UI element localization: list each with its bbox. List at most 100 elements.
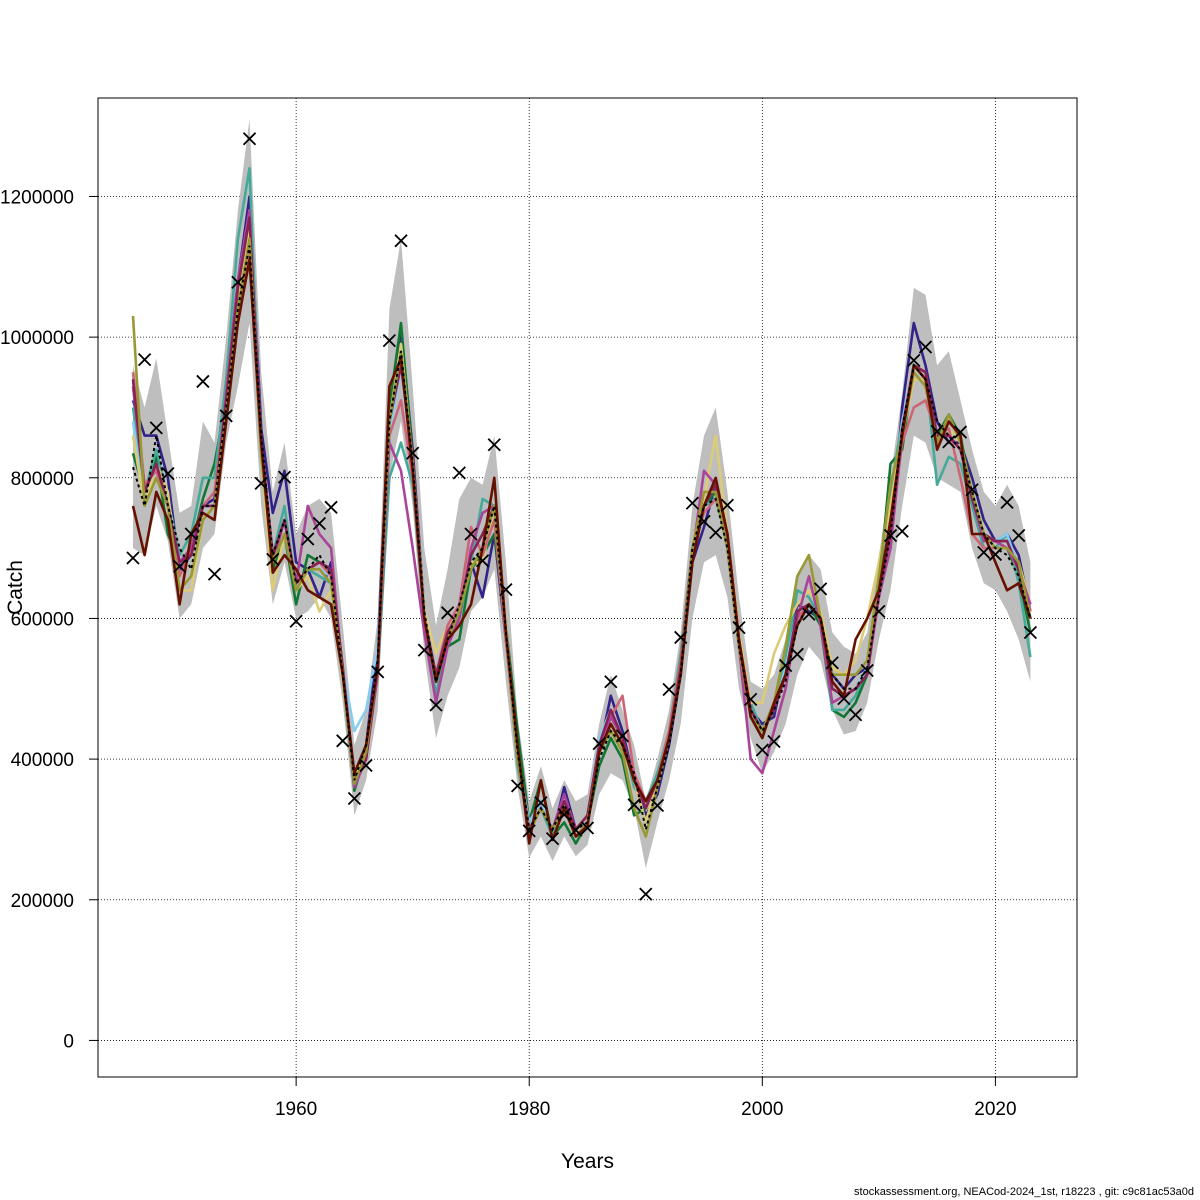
observed-point [406,446,420,460]
observed-point [394,234,408,248]
estimate-line-path [132,245,1032,833]
observed-point [580,821,595,835]
observed-point [744,692,758,706]
observed-point [557,808,571,822]
observed-point [627,798,641,812]
observed-point [487,438,501,452]
observed-point [778,658,793,673]
x-tick-label: 2020 [974,1099,1016,1120]
observed-point [242,132,257,146]
observed-point [196,374,210,389]
series-line-10 [131,258,1032,845]
observed-point [615,729,630,743]
observed-point [336,734,350,748]
axis-ticks: 1960 1980 2000 2020 0 200000 400000 600000 80000… [0,187,1017,1120]
observed-point [277,470,292,484]
observed-point [662,682,676,697]
observed-point [813,582,828,596]
y-tick-label: 0 [63,1031,74,1052]
observed-point [499,582,513,597]
observed-point [709,526,723,540]
y-tick-label: 1000000 [0,328,74,349]
estimate-line [132,245,1032,833]
observed-point [860,663,874,678]
observed-point [254,476,268,491]
observed-point [883,528,898,543]
observed-point [592,736,606,751]
observed-point [569,823,583,837]
observed-point [161,466,175,481]
observed-point [697,514,711,529]
plot-frame [97,97,1078,1078]
observed-point [1012,528,1026,543]
footnote: stockassessment.org, NEACod-2024_1st, r1… [854,1186,1194,1198]
observed-point [382,334,397,348]
observed-point [790,647,804,661]
observed-point [441,606,455,620]
observed-point [965,483,979,497]
y-tick-label: 800000 [11,469,74,490]
observed-point [324,500,338,514]
observed-point [429,698,443,712]
observed-point [149,421,163,435]
observed-point [848,708,863,722]
x-tick-label: 1960 [275,1099,317,1120]
observed-point [452,466,466,480]
observed-point [825,656,839,670]
observed-point [930,424,944,439]
observed-point [732,620,746,635]
observed-point [534,796,548,810]
observed-point [522,824,536,838]
observed-point [650,798,665,813]
observed-point [988,547,1003,562]
observed-point [207,567,222,581]
observed-point [604,675,618,689]
observed-point [266,552,280,567]
observed-point [802,607,816,621]
observed-point [301,532,315,546]
observed-point [895,524,909,538]
x-axis-label: Years [561,1150,614,1173]
observed-point [872,604,886,619]
observed-point [475,554,490,568]
observed-point [918,340,933,354]
observed-point [312,516,327,531]
observed-point [172,559,187,574]
observed-point [231,275,245,289]
observed-point [720,498,734,512]
observed-point [907,353,921,367]
observed-point [1000,495,1014,510]
observed-point [674,630,688,645]
series-lines [131,167,1032,845]
observed-point [219,409,233,423]
observed-point [417,643,431,657]
observed-point [137,352,152,367]
observed-point [685,496,700,510]
observed-point [767,734,781,749]
x-tick-label: 2000 [741,1099,783,1120]
observed-point [126,551,140,565]
observed-point [184,527,198,541]
y-tick-label: 1200000 [0,187,74,208]
observed-point [942,435,956,449]
y-tick-label: 600000 [11,609,74,630]
y-axis-label: Catch [4,560,27,615]
y-tick-label: 400000 [11,750,74,771]
observed-point [977,545,991,559]
observed-point [837,691,851,706]
observed-points [126,132,1038,901]
observed-point [289,614,303,628]
observed-point [953,425,968,439]
observed-point [639,887,653,901]
observed-point [545,831,560,846]
x-tick-label: 1980 [508,1099,550,1120]
observed-point [371,665,385,679]
observed-point [510,779,525,793]
observed-point [755,743,769,757]
observed-point [1023,625,1038,640]
observed-point [347,791,362,806]
observed-point [464,527,478,541]
y-tick-label: 200000 [11,891,74,912]
observed-point [359,758,373,773]
